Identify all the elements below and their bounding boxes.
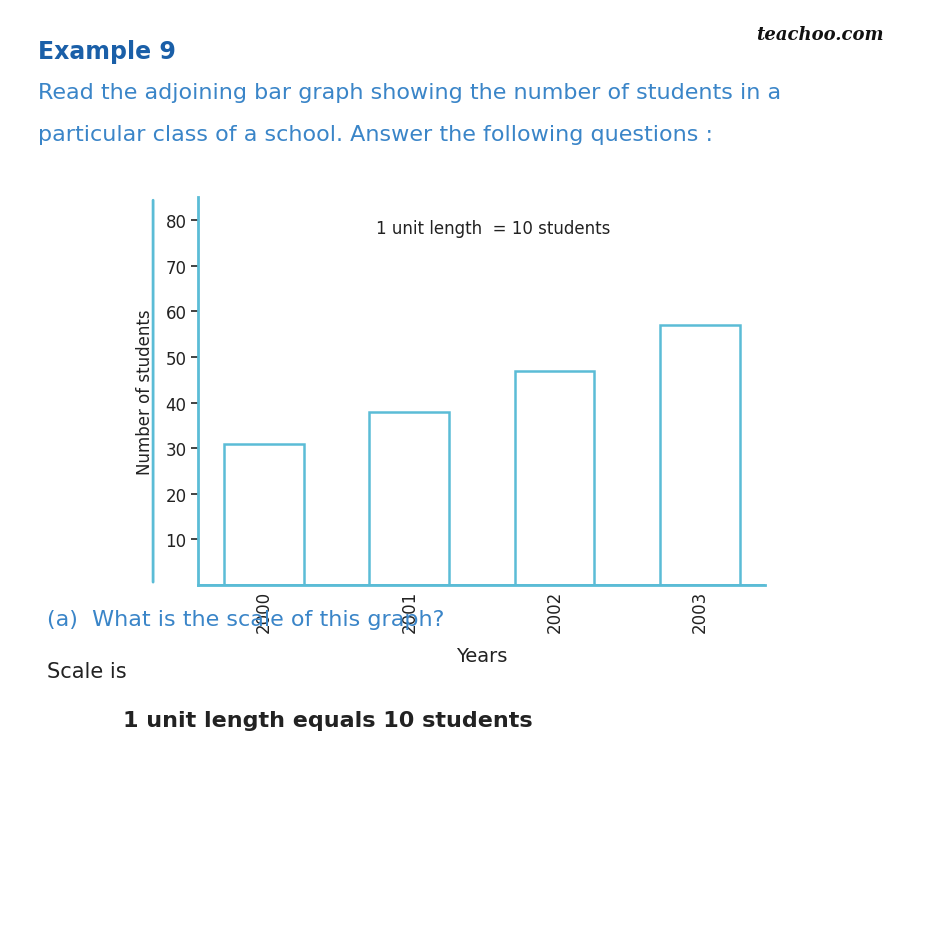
Bar [514, 371, 594, 585]
X-axis label: Years: Years [456, 647, 507, 666]
Text: 1 unit length equals 10 students: 1 unit length equals 10 students [123, 710, 531, 730]
Y-axis label: Number of students: Number of students [136, 309, 154, 475]
Text: (a)  What is the scale of this graph?: (a) What is the scale of this graph? [47, 609, 445, 629]
Text: particular class of a school. Answer the following questions :: particular class of a school. Answer the… [38, 125, 712, 144]
Text: 1 unit length  = 10 students: 1 unit length = 10 students [376, 220, 610, 238]
Text: teachoo.com: teachoo.com [755, 26, 883, 44]
Bar [224, 444, 304, 585]
Text: Read the adjoining bar graph showing the number of students in a: Read the adjoining bar graph showing the… [38, 83, 780, 103]
Bar [659, 326, 739, 585]
Text: Scale is: Scale is [47, 661, 126, 681]
Bar [369, 413, 448, 585]
Text: Example 9: Example 9 [38, 40, 176, 63]
